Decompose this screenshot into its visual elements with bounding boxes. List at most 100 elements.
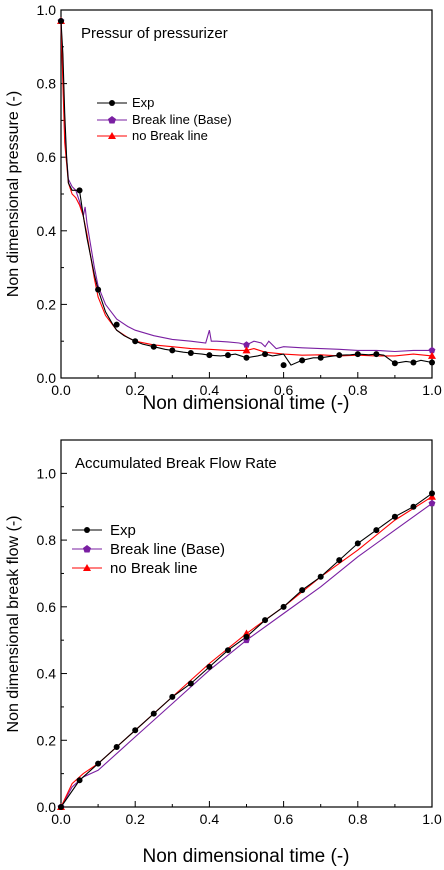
chart-title: Pressur of pressurizer <box>81 25 228 42</box>
x-tick-label: 0.0 <box>51 382 71 398</box>
data-point-exp <box>299 357 306 364</box>
data-point-exp <box>429 359 435 366</box>
data-point-exp <box>243 354 250 361</box>
x-tick-label: 1.0 <box>422 382 442 398</box>
data-point-exp <box>58 18 64 25</box>
x-tick-label: 0.8 <box>348 382 368 398</box>
data-point-exp <box>317 573 324 580</box>
legend-label: Break line (Base) <box>110 541 225 558</box>
x-tick-label: 0.4 <box>200 382 220 398</box>
legend-item-exp: Exp <box>97 95 154 110</box>
data-point-exp <box>429 490 435 497</box>
y-tick-label: 0.4 <box>37 223 57 239</box>
data-point-exp <box>410 503 417 510</box>
data-point-exp <box>354 540 361 547</box>
data-point-exp <box>354 351 361 358</box>
data-point-exp <box>373 527 380 534</box>
y-tick-label: 0.6 <box>37 599 57 615</box>
y-tick-label: 0.4 <box>37 666 57 682</box>
legend-label: no Break line <box>132 128 208 143</box>
x-tick-label: 0.6 <box>274 811 294 827</box>
legend-label: Break line (Base) <box>132 112 232 127</box>
data-point-exp <box>150 343 157 350</box>
legend: Exp Break line (Base) no Break line <box>97 95 232 143</box>
data-point-exp <box>224 647 231 654</box>
y-tick-label: 0.8 <box>37 76 57 92</box>
y-tick-label: 1.0 <box>37 465 57 481</box>
x-axis-label: Non dimensional time (-) <box>143 393 350 414</box>
legend: Exp Break line (Base) no Break line <box>72 522 225 577</box>
series-line-no-break-line <box>60 20 433 357</box>
plot-frame <box>60 439 433 808</box>
data-point-exp <box>187 680 194 687</box>
y-tick-label: 0.2 <box>37 296 57 312</box>
legend-item-exp: Exp <box>72 522 136 539</box>
data-point-exp <box>113 321 120 328</box>
legend-label: Exp <box>132 95 154 110</box>
data-point-exp <box>76 187 83 194</box>
data-point-exp <box>132 727 139 734</box>
y-axis-label: Non dimensional break flow (-) <box>5 516 22 733</box>
data-point-exp <box>317 354 324 361</box>
data-point-break-line-base <box>428 346 436 354</box>
series-line-break-line-base <box>60 20 432 353</box>
y-tick-label: 0.2 <box>37 732 57 748</box>
data-point-exp <box>150 710 157 717</box>
break-flow-chart: 0.0 0.2 0.4 0.6 0.8 1.0 0.0 0.2 0.4 0.6 0.8 1.0 Acc… <box>5 439 442 867</box>
x-tick-label: 0.2 <box>125 382 145 398</box>
series-line-exp <box>60 20 433 366</box>
series-line-no-break-line <box>60 496 433 808</box>
data-point-exp <box>224 352 231 359</box>
data-point-exp <box>391 513 398 520</box>
data-point-no-break-line <box>428 351 436 359</box>
data-point-exp <box>262 351 269 358</box>
y-tick-label: 1.0 <box>37 2 57 18</box>
legend-label: no Break line <box>110 560 198 577</box>
y-tick-label: 0.0 <box>37 370 57 386</box>
data-point-exp <box>132 338 139 345</box>
data-point-exp <box>243 633 250 640</box>
data-point-exp <box>76 777 83 784</box>
x-axis-label: Non dimensional time (-) <box>143 846 350 867</box>
legend-item-no-break-line: no Break line <box>72 560 198 577</box>
data-point-exp <box>58 804 64 810</box>
x-tick-label: 0.6 <box>274 382 294 398</box>
chart-title: Accumulated Break Flow Rate <box>75 455 277 472</box>
data-point-exp <box>169 347 176 354</box>
x-tick-label: 0.4 <box>200 811 220 827</box>
legend-item-no-break-line: no Break line <box>97 128 208 143</box>
data-point-exp <box>373 351 380 358</box>
data-point-exp <box>299 587 306 594</box>
x-tick-label: 0.2 <box>125 811 145 827</box>
y-tick-label: 0.8 <box>37 532 57 548</box>
data-point-exp <box>262 617 269 624</box>
data-point-exp <box>187 349 194 356</box>
data-point-exp <box>336 557 343 564</box>
data-point-exp <box>95 760 102 767</box>
legend-label: Exp <box>110 522 136 539</box>
x-tick-label: 0.0 <box>51 811 71 827</box>
data-point-exp <box>206 352 213 359</box>
data-point-exp <box>280 362 287 369</box>
legend-item-break-line-base: Break line (Base) <box>72 541 225 558</box>
data-point-break-line-base <box>243 341 250 348</box>
x-tick-label: 0.8 <box>348 811 368 827</box>
pressure-chart: 0.0 0.2 0.4 0.6 0.8 1.0 0.0 0.2 0.4 0.6 0.8 1.0 Pre… <box>5 2 442 414</box>
data-point-exp <box>169 693 176 700</box>
y-axis-label: Non dimensional pressure (-) <box>5 91 22 297</box>
pressure-chart-marks: 0.0 0.2 0.4 0.6 0.8 1.0 0.0 0.2 0.4 0.6 0.8 1.0 <box>37 2 442 398</box>
data-point-exp <box>391 360 398 367</box>
legend-item-break-line-base: Break line (Base) <box>97 112 232 127</box>
data-point-exp <box>280 603 287 610</box>
data-point-exp <box>336 352 343 359</box>
y-tick-label: 0.6 <box>37 149 57 165</box>
break-flow-chart-marks: 0.0 0.2 0.4 0.6 0.8 1.0 0.0 0.2 0.4 0.6 0.8 1.0 <box>37 439 442 827</box>
data-point-exp <box>113 743 120 750</box>
data-point-break-line-base <box>428 499 436 507</box>
data-point-exp <box>206 663 213 670</box>
data-point-exp <box>410 359 417 366</box>
y-tick-label: 0.0 <box>37 799 57 815</box>
data-point-exp <box>95 286 102 293</box>
x-tick-label: 1.0 <box>422 811 442 827</box>
